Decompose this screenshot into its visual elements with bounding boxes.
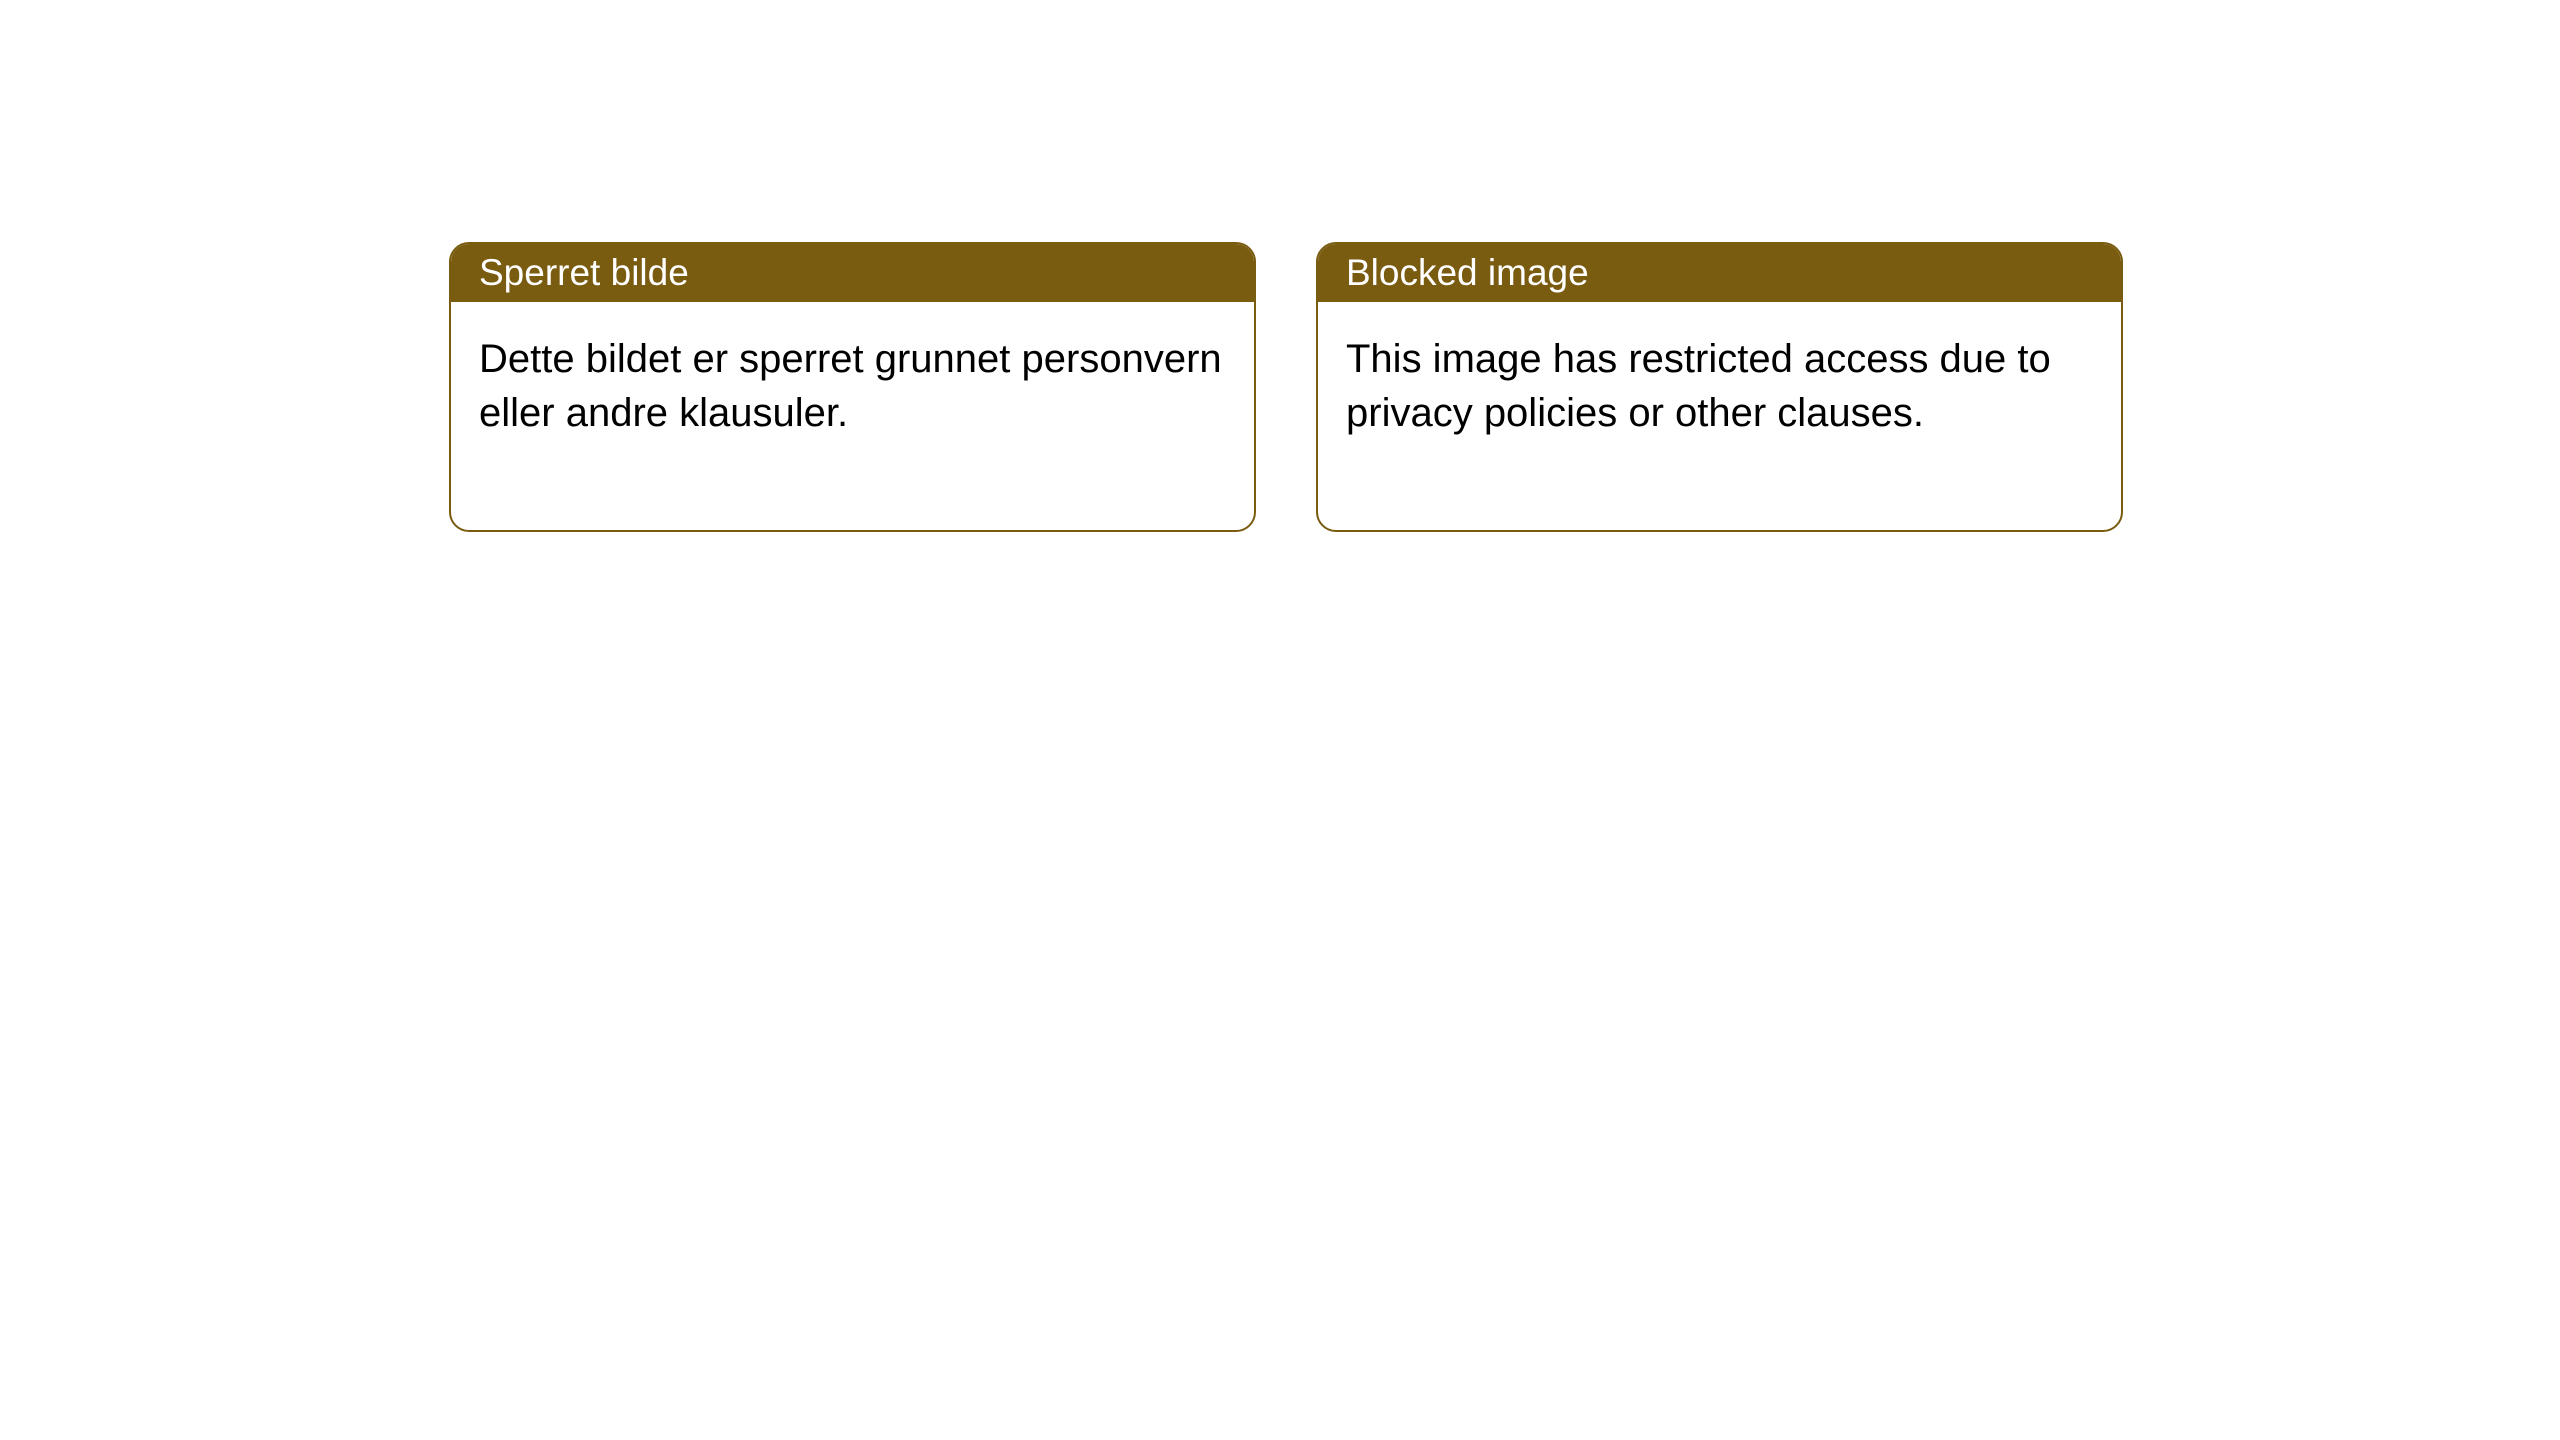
notice-header: Blocked image [1318, 244, 2121, 302]
notice-body-text: This image has restricted access due to … [1346, 337, 2051, 435]
notice-title: Blocked image [1346, 252, 1589, 293]
notice-container: Sperret bilde Dette bildet er sperret gr… [449, 242, 2123, 532]
notice-card-norwegian: Sperret bilde Dette bildet er sperret gr… [449, 242, 1256, 532]
notice-body: Dette bildet er sperret grunnet personve… [451, 302, 1254, 530]
notice-card-english: Blocked image This image has restricted … [1316, 242, 2123, 532]
notice-title: Sperret bilde [479, 252, 689, 293]
notice-body: This image has restricted access due to … [1318, 302, 2121, 530]
notice-header: Sperret bilde [451, 244, 1254, 302]
notice-body-text: Dette bildet er sperret grunnet personve… [479, 337, 1222, 435]
